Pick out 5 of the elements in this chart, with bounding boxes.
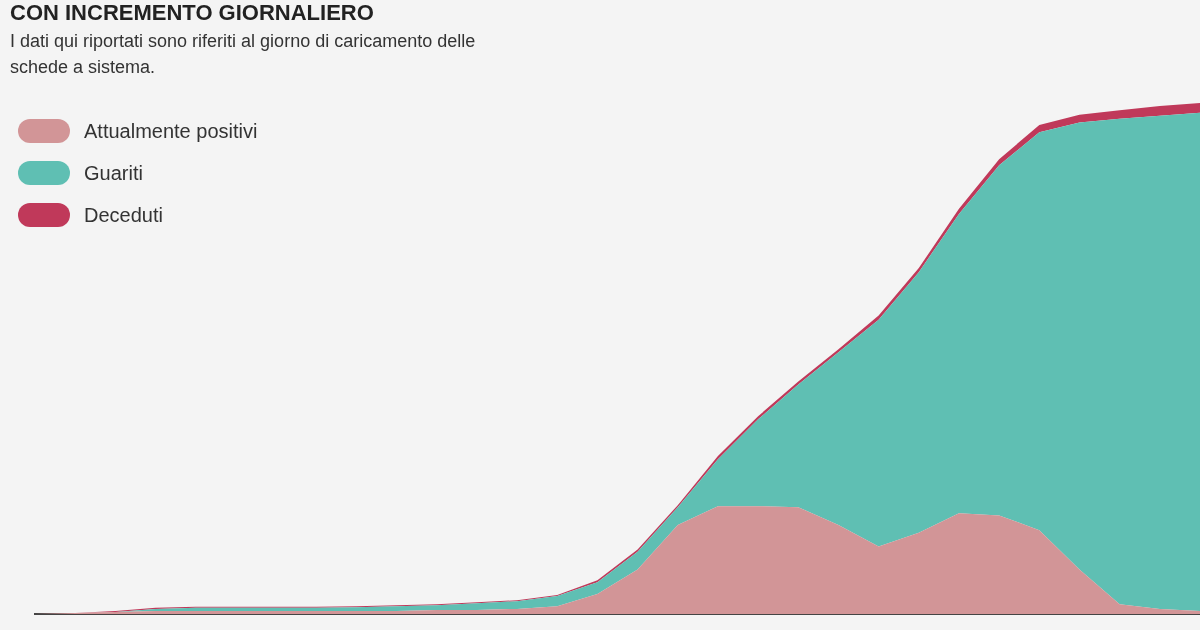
chart-title: CON INCREMENTO GIORNALIERO xyxy=(10,0,374,26)
legend-label: Deceduti xyxy=(84,203,163,227)
legend-label: Guariti xyxy=(84,161,143,185)
legend-label: Attualmente positivi xyxy=(84,119,258,143)
chart-subtitle: I dati qui riportati sono riferiti al giorno di caricamento delle schede a sistema. xyxy=(10,30,477,79)
